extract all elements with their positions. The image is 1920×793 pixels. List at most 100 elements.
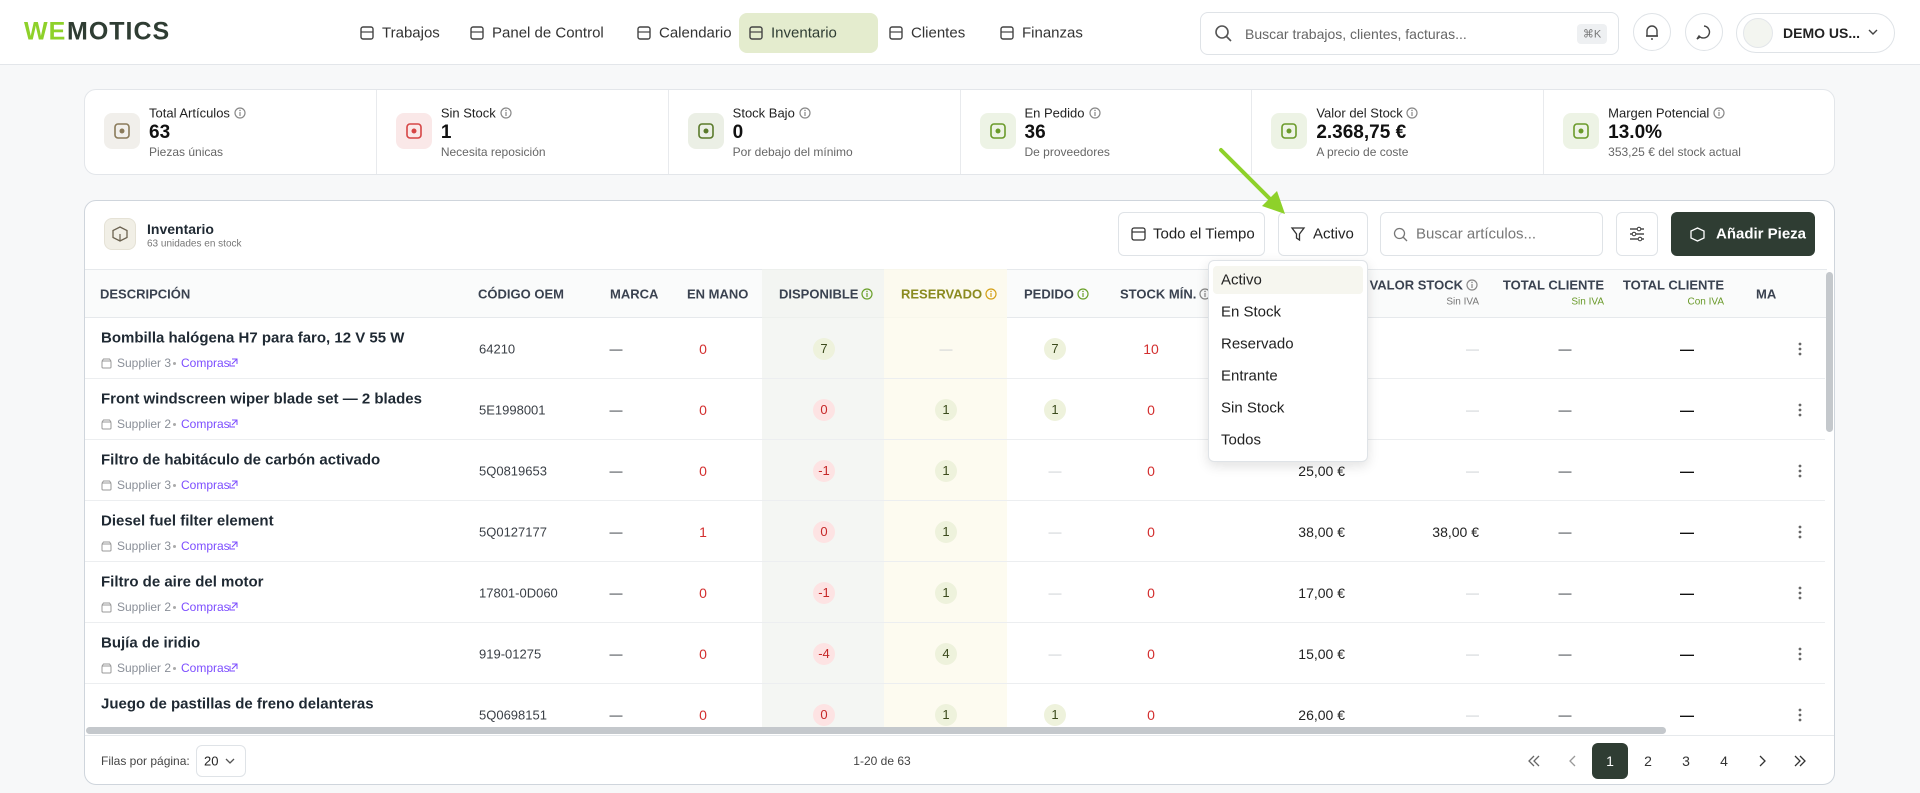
- table-cell: 0: [699, 646, 707, 662]
- chevron: [225, 758, 235, 764]
- supplier-icon-part: [101, 663, 112, 667]
- supplier-name: Supplier 2: [117, 600, 172, 614]
- info-icon-part: [1471, 281, 1473, 284]
- column-header: TOTAL CLIENTE: [1502, 277, 1604, 293]
- first-page[interactable]: [1528, 755, 1540, 767]
- purchases-link[interactable]: Compras: [181, 356, 230, 370]
- nav-icon-part: [637, 26, 651, 40]
- table-cell: —: [609, 707, 623, 723]
- status-filter[interactable]: [1278, 212, 1368, 256]
- table-cell: 10: [1143, 341, 1159, 357]
- calendar-icon: [1131, 227, 1146, 241]
- nav-label: Trabajos: [382, 24, 440, 42]
- separator-dot: [173, 484, 176, 487]
- row-menu[interactable]: [1798, 708, 1802, 722]
- stat-icon-part: [406, 123, 422, 139]
- table-cell: —: [1558, 646, 1572, 662]
- separator-dot: [173, 423, 176, 426]
- purchases-link[interactable]: Compras: [181, 417, 230, 431]
- table-cell: 0: [699, 707, 707, 723]
- purchases-link[interactable]: Compras: [181, 661, 230, 675]
- external-icon-part: [229, 602, 238, 611]
- purchases-link[interactable]: Compras: [181, 539, 230, 553]
- column-header: RESERVADO: [901, 286, 983, 302]
- add-button[interactable]: [1671, 212, 1815, 256]
- info-icon: [1077, 288, 1089, 300]
- stat-icon: [1573, 123, 1589, 139]
- row-divider: [85, 439, 1825, 440]
- stat-value: 0: [732, 122, 744, 143]
- bell-icon: [1646, 25, 1658, 40]
- stat-icon-part: [1578, 128, 1584, 134]
- row-menu-part: [1798, 464, 1802, 468]
- separator-dot: [173, 545, 176, 548]
- chat-icon: [1696, 25, 1711, 40]
- search-icon-part: [1215, 25, 1229, 39]
- table-cell: —: [609, 463, 623, 479]
- table-cell: —: [1680, 646, 1694, 662]
- purchases-link[interactable]: Compras: [181, 600, 230, 614]
- count-badge: -1: [813, 582, 835, 604]
- rows-per-page-select[interactable]: [196, 745, 246, 777]
- external-icon: [229, 358, 238, 367]
- count-badge: 0: [813, 704, 835, 726]
- prev-page[interactable]: [1569, 755, 1576, 767]
- status-option[interactable]: Entrante: [1221, 367, 1278, 385]
- item-search[interactable]: [1380, 212, 1603, 256]
- stat-value: 2.368,75 €: [1316, 122, 1407, 143]
- filter-icon: [1290, 227, 1306, 242]
- last-page[interactable]: [1794, 755, 1806, 767]
- status-option[interactable]: En Stock: [1221, 303, 1282, 321]
- row-menu[interactable]: [1798, 647, 1802, 661]
- count-badge: 1: [935, 521, 957, 543]
- table-cell: 5E1998001: [479, 402, 546, 418]
- panel-subtitle: 63 unidades en stock: [147, 238, 242, 250]
- info-icon: [861, 288, 873, 300]
- page-number[interactable]: 2: [1644, 753, 1652, 769]
- nav-label: Calendario: [659, 24, 732, 42]
- info-icon-part: [985, 288, 997, 300]
- global-search[interactable]: [1200, 12, 1619, 55]
- purchases-link[interactable]: Compras: [181, 478, 230, 492]
- supplier-icon-part: [101, 421, 112, 430]
- table-cell: 5Q0698151: [479, 707, 547, 723]
- info-icon-part: [500, 107, 512, 119]
- info-icon-part: [1093, 109, 1096, 112]
- row-menu[interactable]: [1798, 403, 1802, 417]
- item-name: Bombilla halógena H7 para faro, 12 V 55 …: [101, 329, 405, 347]
- column-header: VALOR STOCK: [1369, 277, 1463, 293]
- stat-icon-part: [1573, 123, 1589, 139]
- messages-button[interactable]: [1685, 13, 1723, 51]
- notifications-button[interactable]: [1633, 13, 1671, 51]
- external-icon-part: [229, 663, 238, 672]
- info-icon: [1088, 107, 1101, 119]
- row-menu[interactable]: [1798, 586, 1802, 600]
- row-menu[interactable]: [1798, 525, 1802, 539]
- external-icon: [229, 541, 238, 550]
- supplier-name: Supplier 2: [117, 417, 172, 431]
- count-badge: 1: [935, 582, 957, 604]
- supplier-icon-part: [101, 602, 112, 606]
- next-page[interactable]: [1759, 755, 1766, 767]
- footer-divider: [85, 735, 1834, 736]
- table-cell: —: [1558, 707, 1572, 723]
- status-option[interactable]: Todos: [1221, 431, 1262, 449]
- table-cell: 0: [699, 402, 707, 418]
- status-option[interactable]: Reservado: [1221, 335, 1294, 353]
- item-search-placeholder: Buscar artículos...: [1416, 225, 1537, 243]
- page-number[interactable]: 3: [1682, 753, 1690, 769]
- page-number[interactable]: 4: [1720, 753, 1728, 769]
- row-menu[interactable]: [1798, 342, 1802, 356]
- date-filter[interactable]: [1118, 212, 1265, 256]
- item-name: Front windscreen wiper blade set — 2 bla…: [101, 390, 422, 408]
- status-option[interactable]: Activo: [1221, 271, 1262, 289]
- page-number[interactable]: 1: [1606, 753, 1614, 769]
- row-menu[interactable]: [1798, 464, 1802, 478]
- info-icon: [500, 107, 512, 119]
- supplier-icon-part: [101, 480, 112, 484]
- table-cell: —: [1680, 341, 1694, 357]
- info-icon: [1466, 279, 1478, 291]
- count-badge: 7: [1044, 338, 1066, 360]
- status-option[interactable]: Sin Stock: [1221, 399, 1285, 417]
- shortcut-text: ⌘K: [1582, 28, 1602, 41]
